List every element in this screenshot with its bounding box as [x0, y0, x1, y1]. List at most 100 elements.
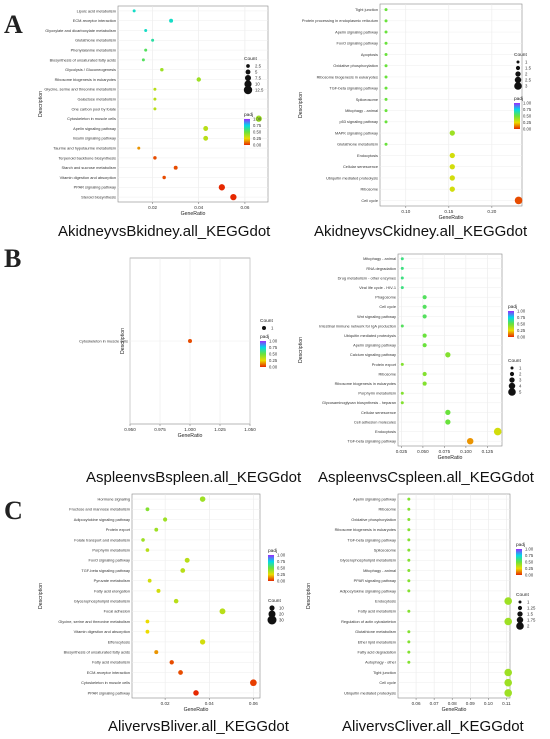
term-label: Tight junction — [355, 7, 378, 12]
data-point — [407, 548, 411, 552]
kegg-dot-chart-akidney-ckidney: 0.10 0.15 0.20 Tight junction Protein proces… — [298, 3, 532, 221]
padj-tick-label: 0.75 — [277, 559, 286, 564]
term-label: Folate transport and metabolism — [74, 537, 130, 542]
term-label: Endocytosis — [357, 153, 378, 158]
count-legend-label: 2.5 — [525, 78, 532, 83]
padj-tick-label: 1.00 — [517, 309, 526, 314]
data-point — [400, 276, 404, 280]
count-legend-dot — [245, 69, 251, 75]
term-label: FoxO signaling pathway — [88, 558, 130, 563]
plot-frame — [117, 5, 269, 203]
term-label: Cell cycle — [379, 680, 396, 685]
plot-frame — [379, 3, 523, 207]
term-label: Galactose metabolism — [78, 97, 117, 102]
term-label: Oxidative phosphorylation — [351, 517, 396, 522]
data-point — [400, 362, 404, 366]
x-tick-label: 0.20 — [487, 209, 496, 214]
padj-tick-label: 0.50 — [277, 566, 286, 571]
data-point — [407, 528, 411, 532]
padj-colorbar — [508, 311, 514, 337]
padj-legend-title: padj — [260, 334, 269, 340]
term-label: Glycolysis / Gluconeogenesis — [65, 67, 116, 72]
term-label: Endocytosis — [375, 429, 396, 434]
count-legend-label: 2.5 — [255, 64, 262, 69]
data-point — [384, 86, 388, 90]
term-label: Lipoic acid metabolism — [77, 8, 116, 13]
x-tick-label: 0.04 — [205, 701, 214, 706]
data-point — [218, 184, 225, 191]
y-axis-label: Description — [298, 337, 304, 363]
data-point — [407, 660, 411, 664]
data-point — [203, 135, 209, 141]
data-point — [169, 660, 174, 665]
data-point — [199, 639, 206, 645]
term-label: Ribosome — [360, 187, 378, 192]
padj-tick-label: 1.00 — [253, 117, 262, 122]
count-legend-label: 1.75 — [527, 618, 536, 623]
padj-legend-title: padj — [244, 112, 253, 118]
term-label: Cytoskeleton in muscle cells — [81, 680, 130, 685]
data-point — [407, 507, 411, 511]
padj-tick-label: 1.00 — [269, 339, 278, 344]
data-point — [154, 650, 159, 655]
count-legend-label: 2 — [519, 372, 522, 377]
data-point — [173, 165, 178, 170]
count-legend-label: 3 — [519, 378, 522, 383]
padj-tick-label: 0.25 — [523, 120, 532, 125]
count-legend-dot — [243, 85, 253, 95]
term-label: Starch and sucrose metabolism — [62, 165, 117, 170]
padj-tick-label: 0.00 — [277, 579, 286, 584]
term-label: Hormone signaling — [98, 497, 130, 502]
term-label: Cellular senescence — [361, 410, 396, 415]
data-point — [466, 437, 474, 445]
x-tick-label: 0.100 — [460, 449, 472, 454]
count-legend-dot — [516, 622, 524, 630]
count-legend-title: Count — [508, 358, 521, 364]
data-point — [407, 640, 411, 644]
padj-legend-title: padj — [516, 542, 525, 548]
x-axis-label: GeneRatio — [178, 433, 203, 439]
data-point — [400, 286, 404, 290]
term-label: TGF-beta signaling pathway — [81, 568, 130, 573]
count-legend-dot — [510, 366, 514, 370]
count-legend-label: 5 — [255, 70, 258, 75]
data-point — [400, 391, 404, 395]
count-legend-dot — [269, 605, 275, 611]
padj-tick-label: 0.00 — [525, 573, 534, 578]
data-point — [400, 266, 404, 270]
term-label: Ribosome biogenesis in eukaryotes — [317, 74, 378, 79]
term-label: Insulin signaling pathway — [73, 136, 116, 141]
data-point — [504, 689, 512, 697]
x-tick-label: 0.02 — [148, 205, 157, 210]
term-label: Cellular senescence — [343, 164, 378, 169]
y-axis-label: Description — [120, 328, 126, 354]
data-point — [504, 617, 512, 626]
data-point — [141, 58, 145, 62]
data-point — [163, 517, 168, 522]
term-label: Phenylalanine metabolism — [71, 48, 116, 53]
term-label: TGF-beta signaling pathway — [329, 86, 378, 91]
padj-tick-label: 0.50 — [523, 114, 532, 119]
count-legend-label: 1.25 — [527, 606, 536, 611]
term-label: ECM-receptor interaction — [73, 18, 116, 23]
padj-tick-label: 0.50 — [269, 352, 278, 357]
term-label: Autophagy - other — [365, 660, 397, 665]
term-label: Terpenoid backbone biosynthesis — [58, 155, 116, 160]
chart-title-akidney-bkidney: AkidneyvsBkidney.all_KEGGdot — [58, 223, 271, 240]
padj-tick-label: 0.00 — [517, 335, 526, 340]
term-label: Focal adhesion — [104, 609, 130, 614]
count-legend-label: 1.5 — [527, 612, 534, 617]
count-legend-dot — [244, 80, 252, 88]
term-label: MAPK signaling pathway — [335, 130, 378, 135]
count-legend-label: 5 — [519, 390, 522, 395]
data-point — [384, 30, 388, 34]
count-legend-label: 12.5 — [255, 88, 264, 93]
padj-tick-label: 0.00 — [269, 365, 278, 370]
term-label: Taurine and hypotaurine metabolism — [53, 146, 116, 151]
term-label: Glutathione metabolism — [355, 629, 396, 634]
panel-letter-a: A — [4, 10, 23, 39]
term-label: Glycerophospholipid metabolism — [74, 599, 130, 604]
count-legend-dot — [268, 610, 276, 618]
data-point — [156, 588, 161, 593]
data-point — [145, 619, 150, 624]
